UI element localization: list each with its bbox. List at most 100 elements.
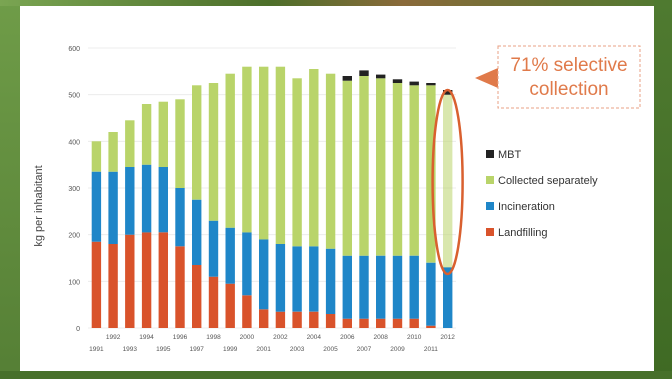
x-tick-label: 1997	[189, 346, 204, 353]
bar-segment	[225, 283, 235, 328]
bar-segment	[141, 164, 152, 233]
bar-segment	[125, 120, 135, 167]
bar-segment	[125, 234, 135, 328]
bar-segment	[443, 267, 453, 328]
bar-segment	[225, 227, 235, 284]
legend-swatch	[486, 176, 494, 184]
legend-swatch	[486, 202, 494, 210]
bar-segment	[275, 66, 286, 244]
y-tick-label: 300	[68, 186, 80, 193]
bar-segment	[342, 80, 352, 256]
x-axis-ticks: 1991199219931994199519961997199819992000…	[89, 334, 455, 353]
x-tick-label: 1991	[89, 346, 104, 353]
bar-segment	[141, 104, 152, 165]
x-tick-label: 2003	[290, 346, 305, 353]
x-tick-label: 2004	[307, 334, 322, 341]
x-tick-label: 1994	[139, 334, 154, 341]
bar-segment	[242, 66, 252, 233]
y-tick-label: 200	[68, 233, 80, 240]
bar-segment	[108, 244, 118, 328]
bar-segment	[359, 70, 369, 76]
bar-segment	[426, 85, 436, 263]
bar-segment	[392, 79, 403, 83]
bar-segment	[359, 318, 369, 328]
x-tick-label: 1993	[123, 346, 138, 353]
x-tick-label: 1996	[173, 334, 188, 341]
bar-segment	[208, 220, 219, 277]
bar-segment	[342, 76, 352, 81]
x-tick-label: 1995	[156, 346, 171, 353]
bar-segment	[292, 246, 302, 312]
y-tick-label: 100	[68, 279, 80, 286]
highlight-ellipse	[431, 88, 464, 276]
bar-segment	[309, 246, 319, 312]
bar-segment	[208, 83, 219, 221]
x-tick-label: 2001	[256, 346, 271, 353]
bar-segment	[409, 81, 419, 86]
bar-segment	[376, 74, 386, 79]
bar-segment	[376, 255, 386, 319]
annotation-box	[497, 45, 641, 109]
bar-segment	[225, 73, 235, 228]
bar-segment	[91, 171, 102, 242]
x-tick-label: 2006	[340, 334, 355, 341]
bar-segment	[275, 311, 286, 328]
bar-segment	[192, 85, 202, 200]
x-tick-label: 2010	[407, 334, 422, 341]
bar-segment	[426, 83, 436, 86]
legend-swatch	[486, 228, 494, 236]
x-tick-label: 2008	[373, 334, 388, 341]
bar-segment	[91, 141, 102, 172]
bar-segment	[175, 246, 185, 328]
annotation-text-line2: collection	[529, 79, 608, 100]
legend-swatch	[486, 150, 494, 158]
legend-label: MBT	[498, 149, 522, 161]
bar-segment	[309, 69, 319, 247]
bar-segment	[443, 90, 453, 95]
bar-segment	[158, 167, 168, 233]
bar-segment	[359, 255, 369, 319]
bar-segment	[292, 78, 302, 247]
bar-segment	[175, 188, 185, 247]
x-tick-label: 2009	[390, 346, 405, 353]
bar-segment	[325, 73, 336, 249]
background-left-edge	[0, 0, 20, 379]
bar-segment	[175, 99, 185, 188]
bar-segment	[409, 85, 419, 256]
bar-segment	[108, 132, 118, 172]
bar-segment	[259, 309, 269, 328]
x-tick-label: 2005	[323, 346, 338, 353]
annotation-arrow	[475, 68, 498, 88]
bar-segment	[292, 311, 302, 328]
background-right-edge	[654, 0, 672, 379]
bar-segment	[125, 167, 135, 235]
bar-segment	[192, 265, 202, 328]
bar-segment	[309, 311, 319, 328]
bar-segment	[325, 248, 336, 314]
bar-segment	[325, 314, 336, 328]
legend-label: Collected separately	[498, 175, 598, 187]
x-tick-label: 2002	[273, 334, 288, 341]
bar-segment	[392, 318, 403, 328]
annotation: 71% selective collection	[431, 45, 641, 276]
bar-segment	[443, 94, 453, 268]
bar-segment	[426, 325, 436, 328]
bar-segment	[376, 78, 386, 256]
x-tick-label: 2007	[357, 346, 372, 353]
x-tick-label: 1999	[223, 346, 238, 353]
bar-segment	[108, 171, 118, 244]
bar-segment	[359, 76, 369, 256]
bar-segment	[392, 83, 403, 256]
bar-segment	[426, 262, 436, 326]
background-top-edge	[0, 0, 672, 6]
x-tick-label: 1998	[206, 334, 221, 341]
x-tick-label: 1992	[106, 334, 121, 341]
bar-segment	[158, 232, 168, 328]
bar-segment	[158, 101, 168, 167]
bar-segment	[342, 255, 352, 319]
y-tick-label: 0	[76, 326, 80, 333]
x-tick-label: 2000	[240, 334, 255, 341]
bar-segment	[259, 66, 269, 240]
legend-label: Incineration	[498, 201, 555, 213]
background-bottom-edge	[0, 371, 672, 379]
